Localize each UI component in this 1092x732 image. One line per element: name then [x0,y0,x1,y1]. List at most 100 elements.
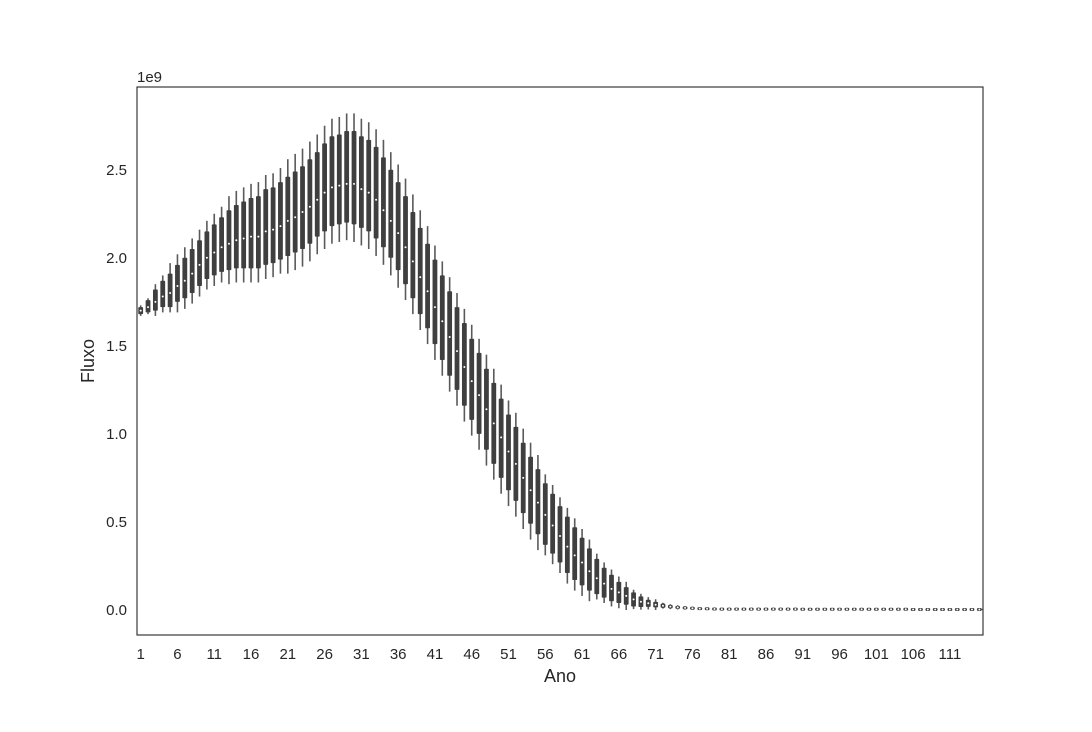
median-dot [301,211,304,214]
box-34 [381,139,386,265]
box-56 [542,474,548,556]
y-tick-label: 1.0 [106,426,127,443]
median-dot [242,237,245,240]
box-49 [491,368,497,480]
iqr-box [197,240,202,286]
median-dot [419,276,422,279]
median-dot [257,235,260,238]
iqr-box [439,275,445,360]
iqr-box [204,231,210,279]
y-tick-label: 2.5 [106,162,127,179]
iqr-box [447,291,453,376]
x-tick-label: 111 [938,646,961,663]
box-19 [270,173,276,278]
box-82 [734,607,739,611]
box-79 [712,607,717,611]
box-5 [167,263,173,313]
box-6 [175,254,180,313]
box-73 [667,604,673,610]
box-114 [969,607,975,611]
iqr-box [241,201,247,269]
median-dot [147,306,150,309]
x-tick-label: 11 [206,646,222,663]
box-26 [322,125,327,250]
median-dot [890,608,893,611]
median-dot [544,513,547,516]
median-dot [860,608,863,611]
box-91 [800,607,806,611]
iqr-box [189,249,195,294]
box-28 [336,116,342,242]
median-dot [169,292,172,295]
box-108 [925,607,931,611]
median-dot [713,607,716,610]
median-dot [757,608,760,611]
median-dot [669,605,672,608]
median-dot [661,604,664,607]
box-107 [918,607,923,611]
box-110 [940,607,945,611]
median-dot [338,184,341,187]
median-dot [470,380,473,383]
x-tick-label: 46 [463,646,480,663]
box-76 [690,606,695,610]
box-39 [417,210,423,331]
median-dot [389,219,392,222]
iqr-box [564,516,570,574]
x-tick-label: 21 [279,646,296,663]
median-dot [514,462,517,465]
median-dot [926,608,929,611]
median-dot [360,188,363,191]
box-27 [329,118,335,244]
x-tick-label: 101 [864,646,889,663]
median-dot [647,602,650,605]
iqr-box [587,548,592,591]
box-96 [837,607,842,611]
box-52 [513,412,519,517]
box-14 [233,190,239,283]
iqr-box [403,196,408,285]
iqr-box [270,187,276,264]
iqr-box [395,182,401,271]
median-dot [764,608,767,611]
median-dot [522,476,525,479]
median-dot [823,608,826,611]
box-65 [609,569,614,607]
x-tick-label: 56 [537,646,554,663]
median-dot [500,436,503,439]
iqr-box [167,273,173,308]
box-92 [807,607,813,611]
median-dot [691,607,694,610]
median-dot [941,608,944,611]
median-dot [478,394,481,397]
median-dot [632,598,635,601]
box-115 [976,607,982,611]
median-dot [250,235,253,238]
box-59 [564,507,570,584]
box-38 [410,194,416,315]
box-113 [962,607,968,611]
box-83 [741,607,747,611]
box-46 [469,324,475,436]
box-40 [425,226,430,345]
box-17 [255,182,261,283]
box-72 [660,602,666,609]
box-32 [366,122,372,250]
x-tick-label: 106 [901,646,926,663]
box-94 [822,607,828,611]
median-dot [676,606,679,609]
box-44 [454,293,460,406]
box-61 [579,528,585,596]
iqr-box [233,204,239,269]
median-dot [816,608,819,611]
median-dot [934,608,937,611]
iqr-box [373,146,379,239]
box-80 [719,607,725,611]
x-tick-label: 1 [137,646,145,663]
box-18 [263,175,269,279]
median-dot [831,608,834,611]
box-54 [528,442,533,540]
box-15 [241,187,247,283]
median-dot [963,608,966,611]
median-dot [838,608,841,611]
